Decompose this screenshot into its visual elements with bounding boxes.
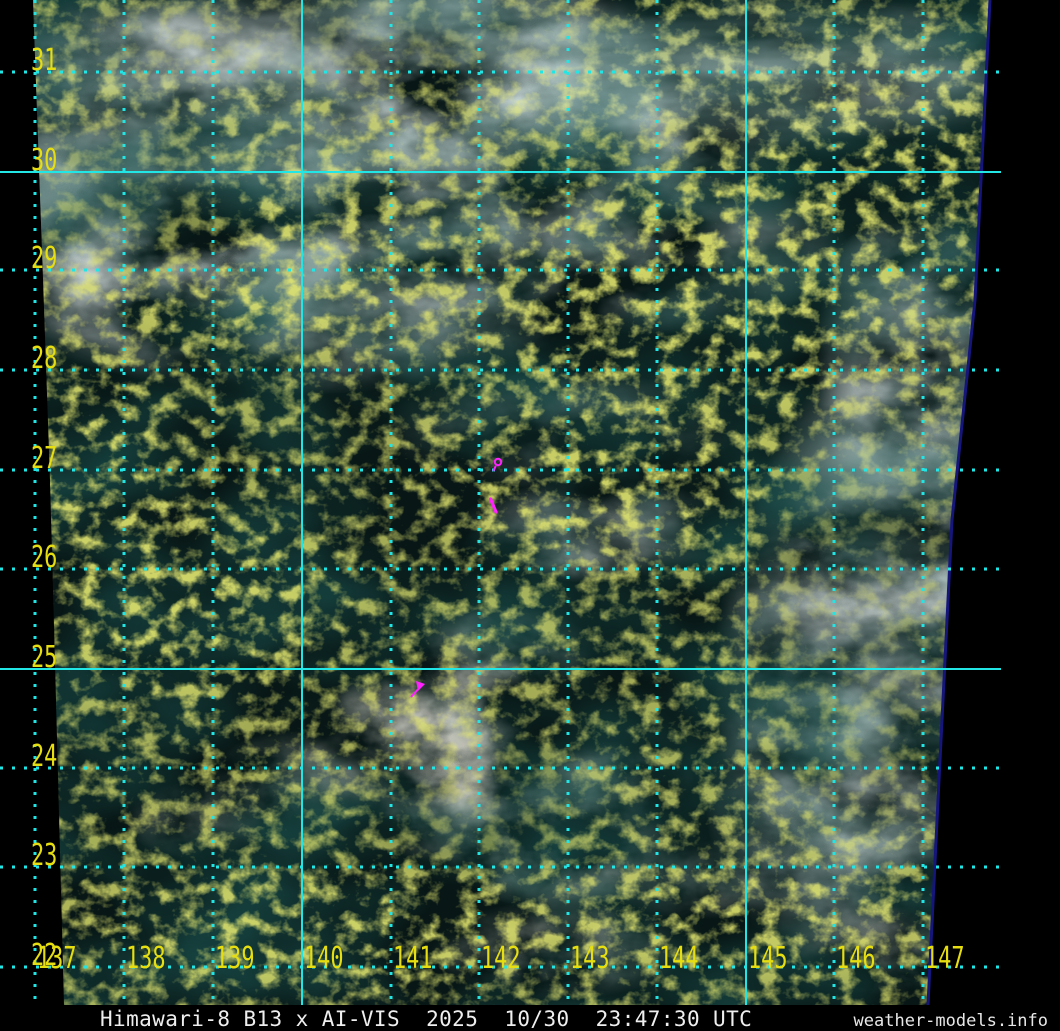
lat-label-26: 26: [31, 541, 57, 575]
lat-label-31: 31: [31, 44, 57, 78]
marker-station-circle: [492, 457, 503, 472]
lon-label-143: 143: [570, 942, 610, 976]
lon-label-147: 147: [925, 942, 965, 976]
status-bar: Himawari-8 B13 x AI-VIS 2025 10/30 23:47…: [0, 1005, 1060, 1031]
lon-label-140: 140: [304, 942, 344, 976]
lon-label-139: 139: [215, 942, 255, 976]
cirrus-wisps: [33, 0, 990, 1005]
lat-label-24: 24: [31, 740, 57, 774]
swath-edge: [926, 0, 992, 1005]
site-credit: weather-models.info: [853, 1011, 1048, 1031]
lon-label-142: 142: [481, 942, 521, 976]
lat-label-28: 28: [31, 342, 57, 376]
lat-label-23: 23: [31, 839, 57, 873]
observation-markers: [410, 457, 503, 698]
lon-label-137: 137: [37, 942, 77, 976]
lat-label-22: 22: [31, 939, 57, 973]
lon-label-145: 145: [748, 942, 788, 976]
lon-label-144: 144: [659, 942, 699, 976]
cloud-texture: [33, 0, 990, 1005]
lon-label-146: 146: [836, 942, 876, 976]
graticule-lines: [0, 0, 1001, 1005]
lat-label-30: 30: [31, 144, 57, 178]
marker-streak: [488, 497, 498, 514]
lat-label-25: 25: [31, 641, 57, 675]
marker-flag-arrow: [410, 681, 425, 698]
lat-label-29: 29: [31, 242, 57, 276]
product-title: Himawari-8 B13 x AI-VIS 2025 10/30 23:47…: [100, 1007, 753, 1031]
lon-label-141: 141: [393, 942, 433, 976]
lon-label-138: 138: [126, 942, 166, 976]
lat-label-27: 27: [31, 442, 57, 476]
